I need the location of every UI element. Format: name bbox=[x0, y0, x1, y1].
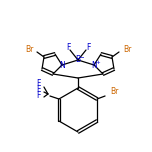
Text: F: F bbox=[66, 43, 70, 52]
Text: −: − bbox=[80, 55, 84, 59]
Text: B: B bbox=[75, 55, 81, 64]
Text: Br: Br bbox=[123, 45, 131, 54]
Text: F: F bbox=[36, 85, 40, 95]
Text: N: N bbox=[59, 60, 65, 69]
Text: F: F bbox=[36, 79, 40, 88]
Text: Br: Br bbox=[25, 45, 33, 54]
Text: Br: Br bbox=[110, 88, 118, 97]
Text: F: F bbox=[36, 92, 40, 100]
Text: F: F bbox=[86, 43, 90, 52]
Text: +: + bbox=[96, 59, 100, 64]
Text: N: N bbox=[91, 60, 97, 69]
